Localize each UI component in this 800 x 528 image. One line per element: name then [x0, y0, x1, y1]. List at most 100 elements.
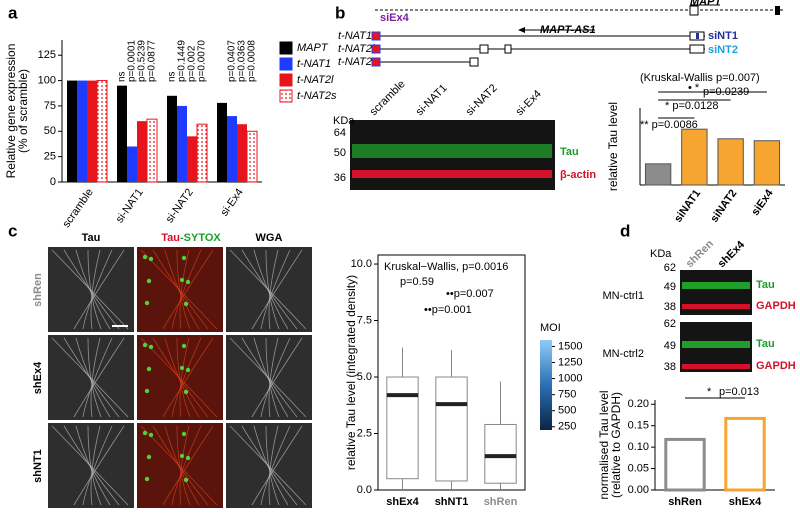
bar	[117, 85, 127, 182]
bar	[227, 116, 237, 182]
nucleus	[148, 432, 154, 438]
y-axis-label: normalised Tau level	[597, 390, 611, 499]
western-blot: KDa shRen shEx4 62 49 38 62 49 38 MN-ctr…	[602, 238, 795, 373]
annotation: • *	[688, 82, 700, 94]
y-axis-label: Relative gene expression	[4, 44, 18, 179]
y-tick-label: 125	[38, 49, 56, 61]
annotation: (Kruskal-Wallis p=0.007)	[640, 72, 760, 84]
panel-label: b	[335, 3, 345, 22]
bar	[196, 123, 208, 183]
p-value: p=0.0008	[247, 40, 258, 82]
nucleus	[183, 301, 189, 307]
x-tick-label: si-Ex4	[218, 187, 245, 219]
nucleus	[148, 344, 154, 350]
column-label: Tau	[82, 232, 101, 244]
nucleus	[142, 342, 148, 348]
bar	[167, 95, 177, 182]
blot-name: MN-ctrl2	[602, 348, 644, 360]
neurite	[179, 425, 190, 506]
neurite	[162, 425, 214, 506]
blot-name: MN-ctrl1	[602, 290, 644, 302]
colorbar-tick-label: 500	[558, 405, 576, 417]
bar	[724, 416, 766, 492]
y-axis-label: (% of scramble)	[16, 69, 30, 153]
lane-label: si-NAT1	[414, 82, 450, 118]
nucleus	[144, 388, 150, 394]
bar	[681, 128, 708, 186]
annotation: * p=0.0128	[665, 100, 719, 112]
colorbar	[540, 340, 552, 430]
lane-label: scramble	[368, 78, 408, 118]
nucleus	[179, 365, 185, 371]
neurite	[90, 249, 101, 330]
neurite	[90, 425, 101, 506]
y-axis-label: (relative to GAPDH)	[609, 392, 623, 498]
x-tick-label: shRen	[484, 496, 518, 508]
bar	[96, 80, 108, 183]
neurite	[176, 249, 191, 330]
marker-label: 36	[334, 172, 346, 184]
nucleus	[181, 343, 187, 349]
x-tick-label: shNT1	[435, 496, 469, 508]
x-tick-label: shRen	[668, 496, 702, 508]
neurite	[253, 337, 289, 418]
nucleus	[185, 455, 191, 461]
neurite	[176, 337, 191, 418]
annotation: p=0.59	[400, 276, 434, 288]
nucleus	[179, 277, 185, 283]
neurite	[251, 425, 303, 506]
marker-label: 38	[664, 361, 676, 373]
neurite	[75, 337, 111, 418]
colorbar-tick-label: 750	[558, 389, 576, 401]
neurite	[82, 249, 113, 330]
unit-label: KDa	[333, 115, 355, 127]
annotation: p=0.013	[719, 386, 759, 398]
nucleus	[181, 431, 187, 437]
x-tick-label: siNAT1	[672, 188, 703, 225]
p-value: ns	[117, 71, 128, 82]
y-tick-label: 25	[44, 151, 56, 163]
neurite	[260, 337, 291, 418]
p-value: p=0.002	[187, 45, 198, 82]
y-tick-label: 75	[44, 100, 56, 112]
y-tick-label: 0.0	[357, 484, 372, 496]
nucleus	[146, 454, 152, 460]
neurite	[265, 249, 280, 330]
marker-label: 50	[334, 147, 346, 159]
neurite	[253, 249, 289, 330]
unit-label: KDa	[650, 248, 672, 260]
legend-swatch	[279, 89, 293, 103]
row-label: shEx4	[32, 361, 44, 394]
neurite	[179, 337, 190, 418]
lane-label: shEx4	[716, 238, 748, 270]
lane-label: si-NAT2	[464, 82, 500, 118]
neurite	[75, 249, 111, 330]
bar	[237, 124, 247, 182]
sirna-label: siEx4	[380, 12, 410, 24]
neurite	[171, 425, 202, 506]
colorbar-tick-label: 1000	[558, 372, 582, 384]
p-value: p=0.0363	[237, 40, 248, 82]
y-tick-label: 0.20	[628, 398, 649, 410]
marker-label: 49	[664, 281, 676, 293]
row-label: shNT1	[32, 449, 44, 483]
x-tick-label: scramble	[60, 187, 95, 230]
y-tick-label: 100	[38, 74, 56, 86]
bar	[187, 136, 197, 182]
nucleus	[146, 278, 152, 284]
nucleus	[183, 389, 189, 395]
p-value: p=0.0407	[227, 40, 238, 82]
p-value: p=0.5239	[137, 40, 148, 82]
gene-diagram: MAPT MAPT-AS1 siEx4 siNT1 siNT2 t-NAT1 t…	[338, 0, 785, 68]
p-value: p=0.0001	[127, 40, 138, 82]
neurite	[171, 249, 202, 330]
neurite	[73, 425, 125, 506]
colorbar-tick-label: 1250	[558, 356, 582, 368]
neurite	[75, 425, 111, 506]
neurite	[179, 249, 190, 330]
neurite	[260, 249, 291, 330]
neurite	[164, 337, 200, 418]
annotation: *	[707, 386, 712, 398]
box	[435, 376, 468, 482]
